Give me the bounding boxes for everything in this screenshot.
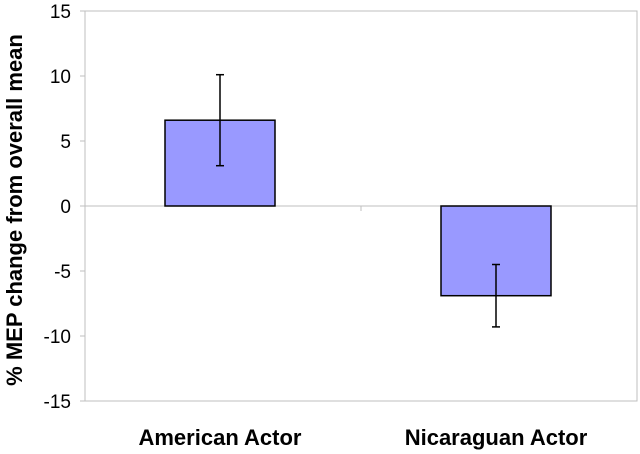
category-label: American Actor [138, 425, 301, 450]
plot-area: 15 10 5 0 -5 -10 -15 American Actor Nicaraguan A… [44, 2, 638, 450]
y-tick-label: 0 [60, 197, 71, 218]
y-tick-label: 15 [50, 2, 71, 23]
y-tick-label: -15 [44, 392, 71, 413]
y-tick-label: -10 [44, 327, 71, 348]
y-tick-label: 5 [60, 132, 71, 153]
y-axis-title: % MEP change from overall mean [2, 34, 27, 386]
y-tick-label: -5 [54, 262, 71, 283]
y-tick-label: 10 [50, 67, 71, 88]
category-label: Nicaraguan Actor [405, 425, 588, 450]
